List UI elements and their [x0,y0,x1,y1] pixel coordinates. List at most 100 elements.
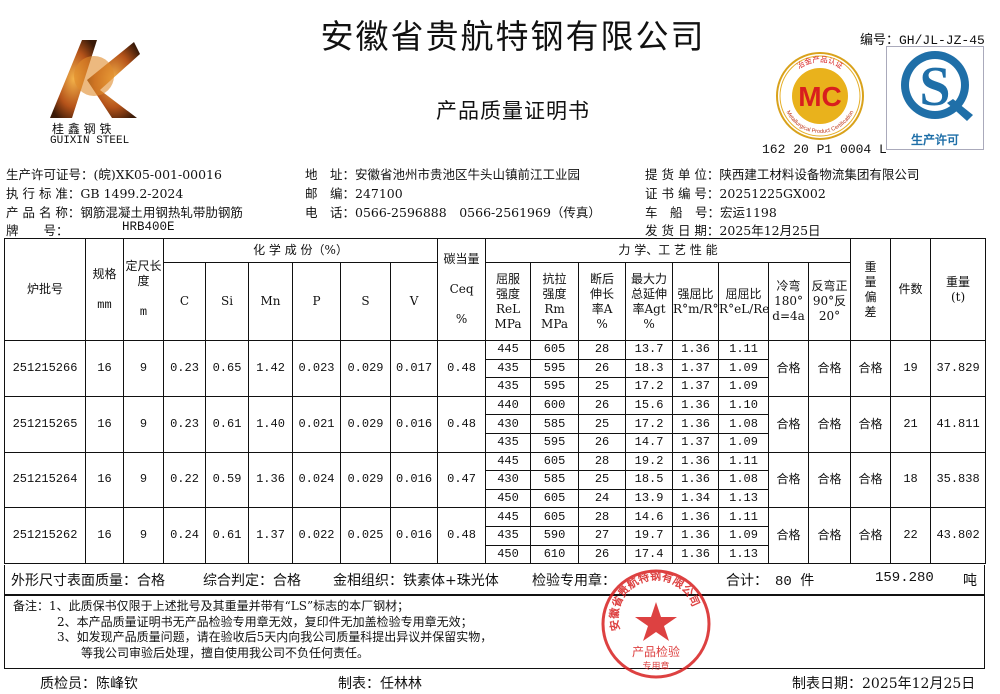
cell-v: 0.016 [389,507,439,565]
inspector: 质检员：陈峰钦 [40,676,138,692]
notes-label: 备注： [13,599,50,613]
cell-rebend: 合格 [808,340,852,397]
cell-weight: 41.811 [930,395,987,453]
cell-mech-5: 1.09 [718,526,770,546]
header-v: V [389,262,439,341]
cell-batch: 251215262 [4,507,86,565]
note-4: 等我公司审验后处理，擅自使用我公司不负任何责任。 [81,645,370,660]
cell-mech-0: 450 [485,489,532,509]
header-c: C [163,262,206,341]
document-title: 产品质量证明书 [436,99,590,123]
company-title: 安徽省贵航特钢有限公司 [320,17,706,56]
header-ceq: 碳当量 Ceq% [437,238,487,341]
cell-c: 0.22 [163,451,206,509]
cell-mech-1: 595 [530,377,580,397]
cell-mn: 1.36 [248,451,293,509]
cell-mech-4: 1.37 [672,433,720,453]
cell-length: 9 [123,451,164,509]
cell-rebend: 合格 [808,507,852,565]
cell-mech-3: 13.9 [625,489,674,509]
cell-spec: 16 [85,395,124,453]
cell-mech-3: 15.6 [625,395,674,416]
cell-batch: 251215264 [4,451,86,509]
cell-mech-2: 24 [578,489,627,509]
cell-count: 22 [890,507,932,565]
cell-si: 0.61 [205,507,249,565]
cell-mech-0: 445 [485,507,532,527]
cell-mech-1: 590 [530,526,580,546]
cell-count: 18 [890,451,932,509]
cell-length: 9 [123,395,164,453]
cell-mech-2: 25 [578,414,627,434]
cell-mech-1: 610 [530,545,580,565]
cell-mech-4: 1.36 [672,526,720,546]
table-row: 435 595 25 17.2 1.37 1.09 [5,377,986,397]
cell-c: 0.24 [163,507,206,565]
cell-mech-4: 1.37 [672,359,720,379]
overall-judgement: 综合判定：合格 [203,573,301,589]
table-row: 450 610 26 17.4 1.36 1.13 [5,545,986,565]
cell-mech-2: 26 [578,359,627,379]
product-name: 产 品 名 称：钢筋混凝土用钢热轧带肋钢筋 [6,205,243,220]
cell-mech-0: 435 [485,377,532,397]
cell-ceq: 0.48 [437,395,487,453]
cell-mech-2: 25 [578,377,627,397]
cell-ceq: 0.48 [437,507,487,565]
cell-mech-5: 1.11 [718,340,770,360]
cell-mech-5: 1.08 [718,414,770,434]
cell-mech-4: 1.37 [672,377,720,397]
cell-mn: 1.37 [248,507,293,565]
table-row: 435 595 26 18.3 1.37 1.09 [5,359,986,379]
cell-v: 0.016 [389,395,439,453]
cell-v: 0.016 [389,451,439,509]
cell-mn: 1.40 [248,395,293,453]
cell-count: 19 [890,340,932,397]
table-row: 251215266 16 9 0.23 0.65 1.42 0.023 0.029 0.017 0… [4,340,987,397]
cell-length: 9 [123,507,164,565]
company-logo [42,30,142,122]
total-count: 80 件 [775,574,815,590]
header-length: 定尺长度 m [123,238,164,341]
cell-mech-3: 17.4 [625,545,674,565]
table-row: 251215264 16 9 0.22 0.59 1.36 0.024 0.029 0.016 0… [4,451,987,509]
weight-unit: 吨 [963,573,977,589]
cell-mech-0: 435 [485,526,532,546]
table-row: 430 585 25 18.5 1.36 1.08 [5,470,986,490]
mc-certification-icon: 冶金产品认证 Metallurgical Product Certificati… [776,52,864,140]
cell-c: 0.23 [163,395,206,453]
grade-value: HRB400E [122,220,175,234]
consignee: 提 货 单 位：陕西建工材料设备物流集团有限公司 [645,167,920,182]
seal-label: 检验专用章： [532,573,616,589]
cell-mech-1: 595 [530,433,580,453]
phone: 电 话：0566-2596888 0566-2561969（传真） [305,205,601,220]
summary-row: 外形尺寸表面质量：合格 综合判定：合格 金相组织：铁素体+珠光体 检验专用章： … [4,565,985,595]
cell-mech-3: 14.6 [625,507,674,527]
cell-mech-0: 440 [485,395,532,416]
cell-mech-3: 13.7 [625,340,674,360]
cell-mech-4: 1.36 [672,395,720,416]
certificate-number: 证 书 编 号：20251225GX002 [645,186,826,201]
cell-mech-4: 1.36 [672,470,720,490]
cell-mech-0: 445 [485,340,532,360]
cell-bend: 合格 [768,451,810,509]
table-row: 251215262 16 9 0.24 0.61 1.37 0.022 0.025 0.016 0… [4,507,987,565]
header-rebend: 反弯正90°反20° [808,262,852,341]
cell-mech-4: 1.34 [672,489,720,509]
table-row: 430 585 25 17.2 1.36 1.08 [5,414,986,434]
cell-mech-3: 18.5 [625,470,674,490]
cell-count: 21 [890,395,932,453]
prepared-date: 制表日期：2025年12月25日 [792,676,976,692]
cell-mech-1: 585 [530,470,580,490]
cell-mech-1: 595 [530,359,580,379]
qs-license-icon: S 生产许可 [886,46,984,150]
cell-ceq: 0.47 [437,451,487,509]
cell-mech-0: 435 [485,433,532,453]
cell-bend: 合格 [768,507,810,565]
cell-p: 0.022 [292,507,341,565]
cell-mech-3: 18.3 [625,359,674,379]
cell-s: 0.025 [340,507,391,565]
cell-mech-5: 1.08 [718,470,770,490]
logo-en-text: GUIXIN STEEL [50,135,130,147]
cell-length: 9 [123,340,164,397]
cell-spec: 16 [85,507,124,565]
